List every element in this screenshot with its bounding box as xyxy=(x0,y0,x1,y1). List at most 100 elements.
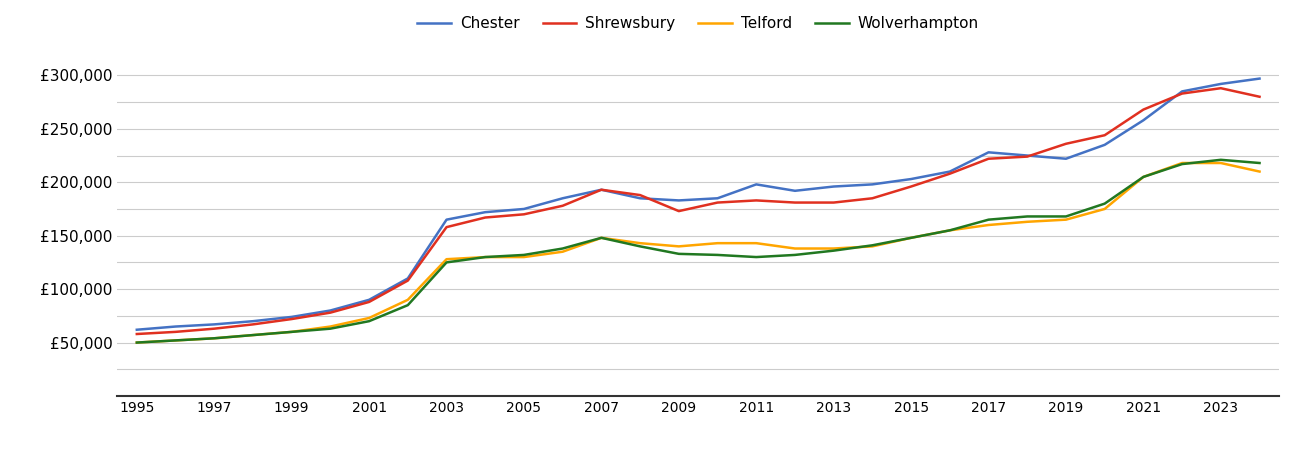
Shrewsbury xyxy=(361,299,377,305)
Wolverhampton xyxy=(517,252,532,257)
Telford xyxy=(322,324,338,329)
Wolverhampton xyxy=(632,244,647,249)
Telford xyxy=(245,333,261,338)
Telford xyxy=(206,336,222,341)
Shrewsbury xyxy=(826,200,842,205)
Shrewsbury xyxy=(748,198,763,203)
Wolverhampton xyxy=(1174,162,1190,167)
Wolverhampton xyxy=(671,251,686,256)
Wolverhampton xyxy=(981,217,997,222)
Chester xyxy=(1096,142,1112,148)
Telford xyxy=(1019,219,1035,225)
Wolverhampton xyxy=(826,248,842,253)
Telford xyxy=(1251,169,1267,174)
Telford xyxy=(632,240,647,246)
Chester xyxy=(826,184,842,189)
Chester xyxy=(129,327,145,333)
Chester xyxy=(206,322,222,327)
Shrewsbury xyxy=(594,187,609,193)
Shrewsbury xyxy=(787,200,803,205)
Wolverhampton xyxy=(478,254,493,260)
Wolverhampton xyxy=(555,246,570,251)
Telford xyxy=(710,240,726,246)
Chester xyxy=(942,169,958,174)
Chester xyxy=(1174,89,1190,94)
Shrewsbury xyxy=(283,316,299,322)
Telford xyxy=(671,244,686,249)
Wolverhampton xyxy=(1019,214,1035,219)
Wolverhampton xyxy=(1251,160,1267,166)
Chester xyxy=(1251,76,1267,81)
Chester xyxy=(671,198,686,203)
Wolverhampton xyxy=(283,329,299,335)
Chester xyxy=(787,188,803,194)
Wolverhampton xyxy=(168,338,184,343)
Shrewsbury xyxy=(438,225,454,230)
Shrewsbury xyxy=(245,322,261,327)
Shrewsbury xyxy=(322,310,338,315)
Line: Telford: Telford xyxy=(137,163,1259,342)
Shrewsbury xyxy=(942,171,958,176)
Telford xyxy=(865,244,881,249)
Telford xyxy=(517,254,532,260)
Shrewsbury xyxy=(1251,94,1267,99)
Telford xyxy=(283,329,299,335)
Chester xyxy=(399,276,415,281)
Line: Chester: Chester xyxy=(137,79,1259,330)
Shrewsbury xyxy=(1212,86,1228,91)
Wolverhampton xyxy=(1135,174,1151,180)
Wolverhampton xyxy=(748,254,763,260)
Chester xyxy=(710,196,726,201)
Chester xyxy=(555,196,570,201)
Wolverhampton xyxy=(1058,214,1074,219)
Telford xyxy=(942,228,958,233)
Shrewsbury xyxy=(1096,132,1112,138)
Chester xyxy=(478,209,493,215)
Shrewsbury xyxy=(517,212,532,217)
Telford xyxy=(981,222,997,228)
Telford xyxy=(826,246,842,251)
Telford xyxy=(748,240,763,246)
Shrewsbury xyxy=(671,208,686,214)
Shrewsbury xyxy=(1135,107,1151,112)
Shrewsbury xyxy=(1174,91,1190,96)
Shrewsbury xyxy=(555,203,570,208)
Shrewsbury xyxy=(168,329,184,335)
Wolverhampton xyxy=(361,319,377,324)
Telford xyxy=(129,340,145,345)
Line: Wolverhampton: Wolverhampton xyxy=(137,160,1259,342)
Chester xyxy=(1058,156,1074,162)
Wolverhampton xyxy=(245,333,261,338)
Chester xyxy=(245,319,261,324)
Telford xyxy=(555,249,570,254)
Chester xyxy=(981,149,997,155)
Telford xyxy=(594,235,609,240)
Wolverhampton xyxy=(399,302,415,308)
Chester xyxy=(865,182,881,187)
Telford xyxy=(168,338,184,343)
Wolverhampton xyxy=(903,235,919,240)
Wolverhampton xyxy=(787,252,803,257)
Telford xyxy=(399,297,415,302)
Wolverhampton xyxy=(1212,157,1228,162)
Wolverhampton xyxy=(594,235,609,240)
Telford xyxy=(1058,217,1074,222)
Wolverhampton xyxy=(1096,201,1112,206)
Shrewsbury xyxy=(865,196,881,201)
Legend: Chester, Shrewsbury, Telford, Wolverhampton: Chester, Shrewsbury, Telford, Wolverhamp… xyxy=(411,10,985,37)
Telford xyxy=(478,254,493,260)
Chester xyxy=(903,176,919,182)
Chester xyxy=(168,324,184,329)
Chester xyxy=(361,297,377,302)
Wolverhampton xyxy=(322,326,338,331)
Shrewsbury xyxy=(206,326,222,331)
Shrewsbury xyxy=(129,331,145,337)
Wolverhampton xyxy=(438,260,454,265)
Chester xyxy=(322,308,338,313)
Telford xyxy=(903,235,919,240)
Shrewsbury xyxy=(1058,141,1074,146)
Chester xyxy=(1135,117,1151,123)
Wolverhampton xyxy=(942,228,958,233)
Chester xyxy=(632,196,647,201)
Wolverhampton xyxy=(129,340,145,345)
